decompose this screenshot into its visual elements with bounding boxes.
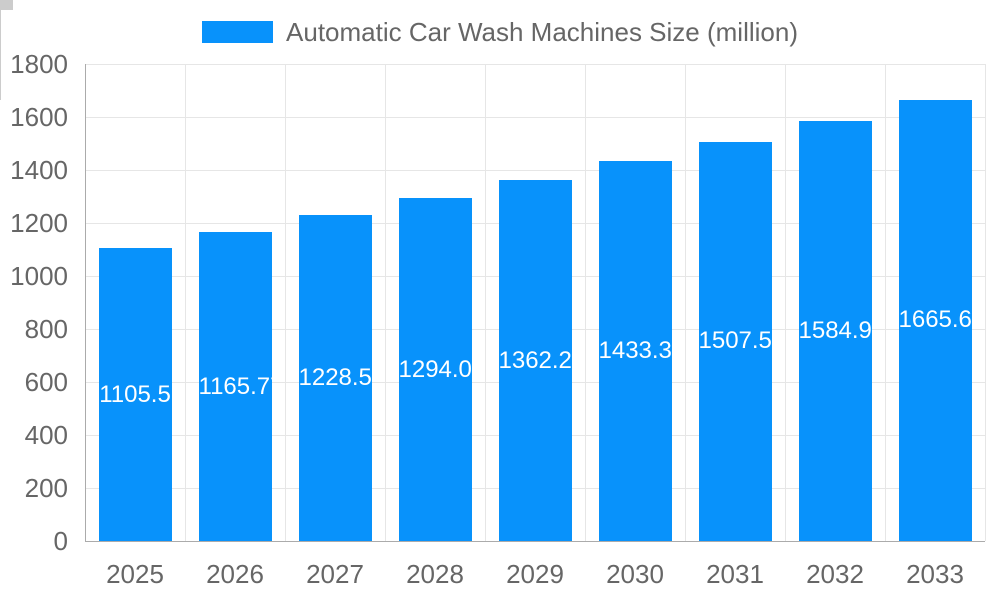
y-tick-label: 400 — [24, 420, 68, 450]
y-axis-tick — [0, 7, 13, 8]
y-tick-label: 1200 — [10, 208, 68, 238]
y-axis-tick — [0, 1, 13, 2]
bar — [698, 141, 772, 541]
bar — [98, 248, 172, 541]
y-axis-tick — [0, 9, 13, 10]
gridline-vertical — [284, 64, 286, 541]
x-axis-tick — [0, 91, 1, 100]
y-tick-label: 0 — [53, 526, 68, 556]
x-tick-label: 2025 — [106, 559, 164, 589]
chart-legend: Automatic Car Wash Machines Size (millio… — [0, 18, 1000, 46]
bar-value-label: 1362.26 — [498, 346, 572, 374]
bar-value-label: 1507.54 — [698, 327, 772, 355]
gridline-vertical — [884, 64, 886, 541]
bar-value-label: 1228.58 — [298, 364, 372, 392]
y-axis-tick — [0, 6, 13, 7]
x-tick-label: 2030 — [606, 559, 664, 589]
y-axis-tick — [0, 5, 13, 6]
x-tick-label: 2026 — [206, 559, 264, 589]
bar-value-label: 1294.06 — [398, 355, 472, 383]
x-tick-label: 2029 — [506, 559, 564, 589]
bar — [498, 180, 572, 541]
bar-value-label: 1105.5 — [99, 380, 171, 408]
y-tick-label: 1600 — [10, 102, 68, 132]
y-axis-tick — [0, 0, 13, 1]
x-axis-tick — [0, 19, 1, 28]
gridline-vertical — [684, 64, 686, 541]
x-axis-tick — [0, 64, 1, 73]
gridline-vertical — [984, 64, 986, 541]
x-axis-tick — [0, 73, 1, 82]
bar-value-label: 1665.61 — [898, 306, 972, 334]
gridline-vertical — [384, 64, 386, 541]
gridline-vertical — [184, 64, 186, 541]
bar-value-label: 1584.92 — [798, 316, 872, 344]
bar — [798, 120, 872, 541]
x-tick-label: 2032 — [806, 559, 864, 589]
y-tick-label: 800 — [24, 314, 68, 344]
bar — [898, 99, 972, 541]
gridline-horizontal — [85, 169, 985, 171]
gridline-vertical — [584, 64, 586, 541]
x-tick-label: 2033 — [906, 559, 964, 589]
x-axis-tick — [0, 82, 1, 91]
gridline-horizontal — [85, 116, 985, 118]
y-axis-tick — [0, 3, 13, 4]
legend-item[interactable]: Automatic Car Wash Machines Size (millio… — [202, 18, 798, 46]
bar — [298, 215, 372, 541]
x-axis-tick — [0, 55, 1, 64]
y-tick-label: 1000 — [10, 261, 68, 291]
x-tick-label: 2031 — [706, 559, 764, 589]
legend-swatch-icon — [202, 21, 274, 43]
x-axis-line — [85, 540, 985, 542]
x-tick-label: 2027 — [306, 559, 364, 589]
y-axis-tick — [0, 2, 13, 3]
y-axis-tick — [0, 8, 13, 9]
gridline-horizontal — [85, 63, 985, 65]
legend-label: Automatic Car Wash Machines Size (millio… — [286, 17, 798, 47]
y-axis-tick — [0, 4, 13, 5]
bar-value-label: 1165.77 — [198, 372, 272, 400]
y-tick-label: 1400 — [10, 155, 68, 185]
gridline-vertical — [484, 64, 486, 541]
bar-value-label: 1433.37 — [598, 337, 672, 365]
bar — [198, 232, 272, 541]
x-axis-tick — [0, 10, 1, 19]
x-axis-tick — [0, 46, 1, 55]
y-axis-line — [84, 64, 86, 542]
x-tick-label: 2028 — [406, 559, 464, 589]
x-axis-tick — [0, 28, 1, 37]
bar — [398, 198, 472, 541]
gridline-vertical — [784, 64, 786, 541]
bar — [598, 161, 672, 541]
y-tick-label: 1800 — [10, 49, 68, 79]
y-tick-label: 200 — [24, 473, 68, 503]
y-tick-label: 600 — [24, 367, 68, 397]
x-axis-tick — [0, 37, 1, 46]
